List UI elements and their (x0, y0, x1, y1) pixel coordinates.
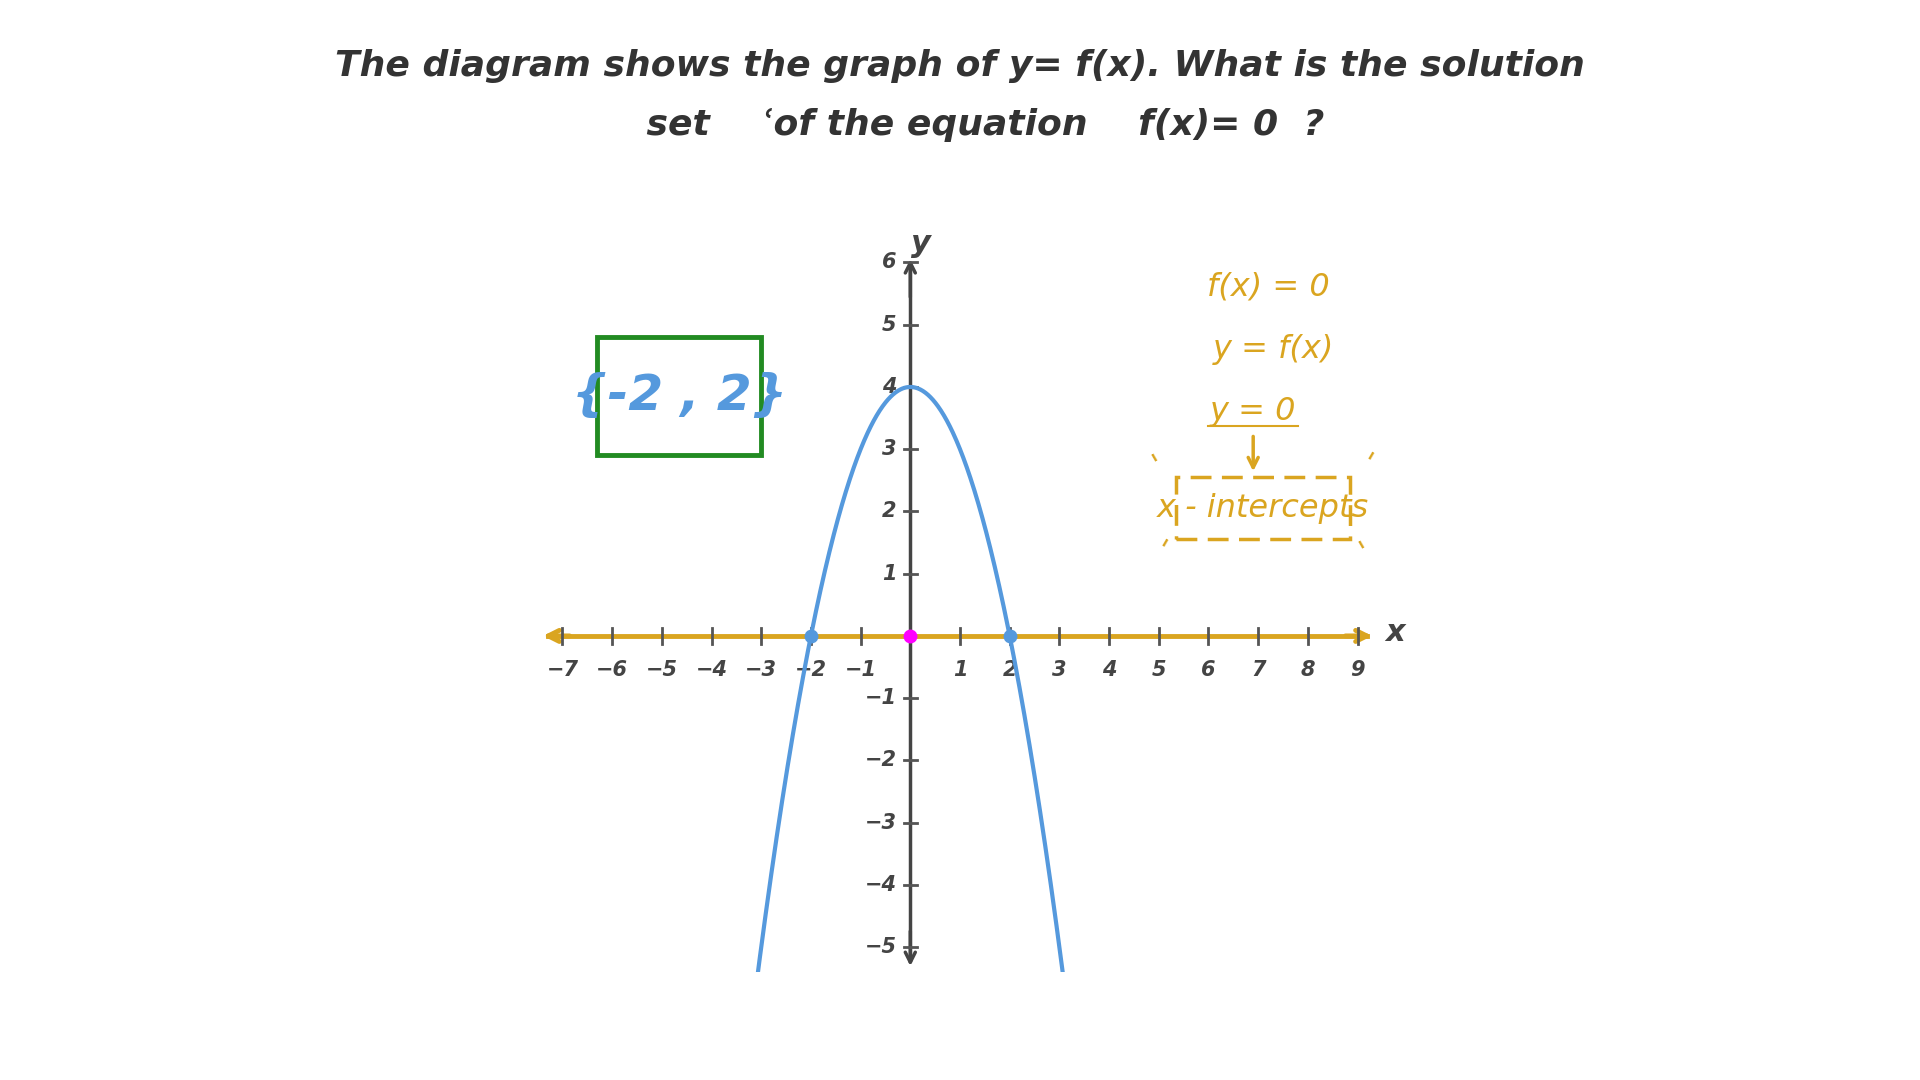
Text: 1: 1 (952, 660, 968, 679)
Text: −7: −7 (547, 660, 578, 679)
Text: −6: −6 (595, 660, 628, 679)
Text: −2: −2 (795, 660, 828, 679)
Text: −4: −4 (864, 875, 897, 895)
Text: −1: −1 (864, 688, 897, 708)
Text: f(x) = 0: f(x) = 0 (1208, 272, 1329, 302)
Text: The diagram shows the graph of y= f(x). What is the solution: The diagram shows the graph of y= f(x). … (336, 49, 1584, 82)
Text: 2: 2 (1002, 660, 1018, 679)
Text: −4: −4 (695, 660, 728, 679)
Text: 9: 9 (1350, 660, 1365, 679)
Text: 1: 1 (881, 564, 897, 583)
Text: −5: −5 (645, 660, 678, 679)
Text: −3: −3 (864, 812, 897, 833)
Text: ': ' (1148, 537, 1169, 567)
Text: set    ʿof the equation    f(x)= 0  ?: set ʿof the equation f(x)= 0 ? (595, 108, 1325, 141)
Text: −1: −1 (845, 660, 877, 679)
Text: 3: 3 (881, 440, 897, 459)
Text: ': ' (1354, 450, 1377, 480)
Text: 4: 4 (1102, 660, 1116, 679)
Text: −2: −2 (864, 751, 897, 770)
Text: 6: 6 (881, 253, 897, 272)
Text: 5: 5 (1152, 660, 1165, 679)
Text: {-2 , 2}: {-2 , 2} (572, 373, 787, 420)
Text: 6: 6 (1202, 660, 1215, 679)
Text: y: y (912, 229, 931, 257)
Text: ': ' (1354, 537, 1377, 567)
Text: x: x (1384, 619, 1405, 647)
Text: 5: 5 (881, 314, 897, 335)
Text: 4: 4 (881, 377, 897, 397)
Text: y = f(x): y = f(x) (1212, 334, 1334, 365)
Text: −3: −3 (745, 660, 778, 679)
Text: 7: 7 (1252, 660, 1265, 679)
Text: 3: 3 (1052, 660, 1068, 679)
Text: −5: −5 (864, 937, 897, 957)
Text: 2: 2 (881, 501, 897, 522)
Text: y = 0: y = 0 (1210, 396, 1296, 428)
Text: ': ' (1148, 450, 1169, 480)
Text: 8: 8 (1300, 660, 1315, 679)
Text: x - intercepts: x - intercepts (1158, 492, 1369, 524)
